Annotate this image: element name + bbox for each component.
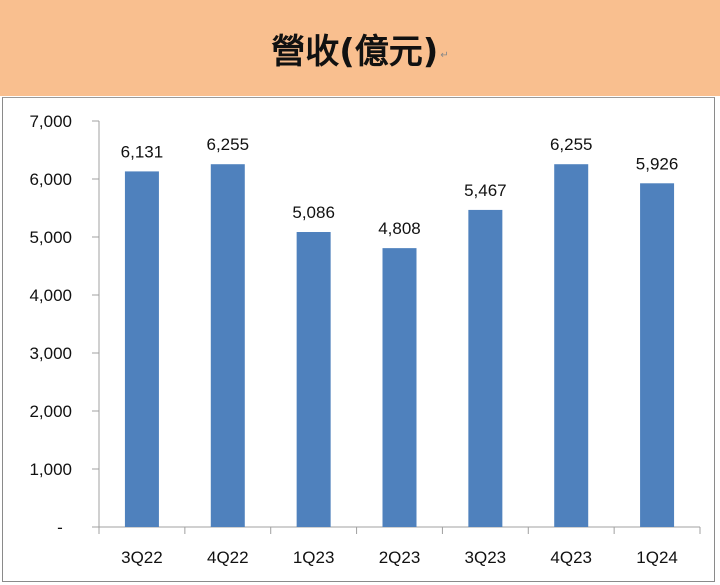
x-tick-label: 2Q23 (379, 548, 421, 567)
x-tick-label: 4Q22 (207, 548, 249, 567)
bar-1Q24 (640, 183, 675, 528)
bar-4Q22 (210, 164, 245, 527)
paragraph-mark-icon: ↵ (440, 49, 449, 61)
y-tick-label: 2,000 (29, 402, 72, 421)
bar-2Q23 (382, 248, 417, 528)
data-label: 6,255 (207, 135, 250, 154)
y-tick-label: 6,000 (29, 170, 72, 189)
bar-1Q23 (296, 232, 331, 527)
bar-3Q22 (124, 171, 159, 528)
y-tick-label: 4,000 (29, 286, 72, 305)
x-tick-label: 1Q23 (293, 548, 335, 567)
y-tick-label: 5,000 (29, 228, 72, 247)
chart-title: 營收(億元) ↵ (0, 0, 720, 96)
chart-frame (2, 97, 715, 582)
data-label: 6,131 (121, 142, 164, 161)
y-tick-label: - (57, 518, 63, 537)
data-label: 5,086 (292, 203, 335, 222)
x-tick-label: 3Q23 (465, 548, 507, 567)
data-label: 6,255 (550, 135, 593, 154)
x-tick-label: 3Q22 (121, 548, 163, 567)
data-label: 5,467 (464, 181, 507, 200)
y-tick-label: 3,000 (29, 344, 72, 363)
x-tick-label: 1Q24 (636, 548, 678, 567)
x-tick-label: 4Q23 (550, 548, 592, 567)
data-label: 5,926 (636, 154, 679, 173)
bar-3Q23 (468, 209, 503, 527)
bar-4Q23 (554, 164, 589, 527)
y-tick-label: 1,000 (29, 460, 72, 479)
chart-title-banner: 營收(億元) ↵ (0, 0, 720, 96)
y-tick-label: 7,000 (29, 112, 72, 131)
chart-title-text: 營收(億元) (271, 31, 439, 72)
data-label: 4,808 (378, 219, 421, 238)
